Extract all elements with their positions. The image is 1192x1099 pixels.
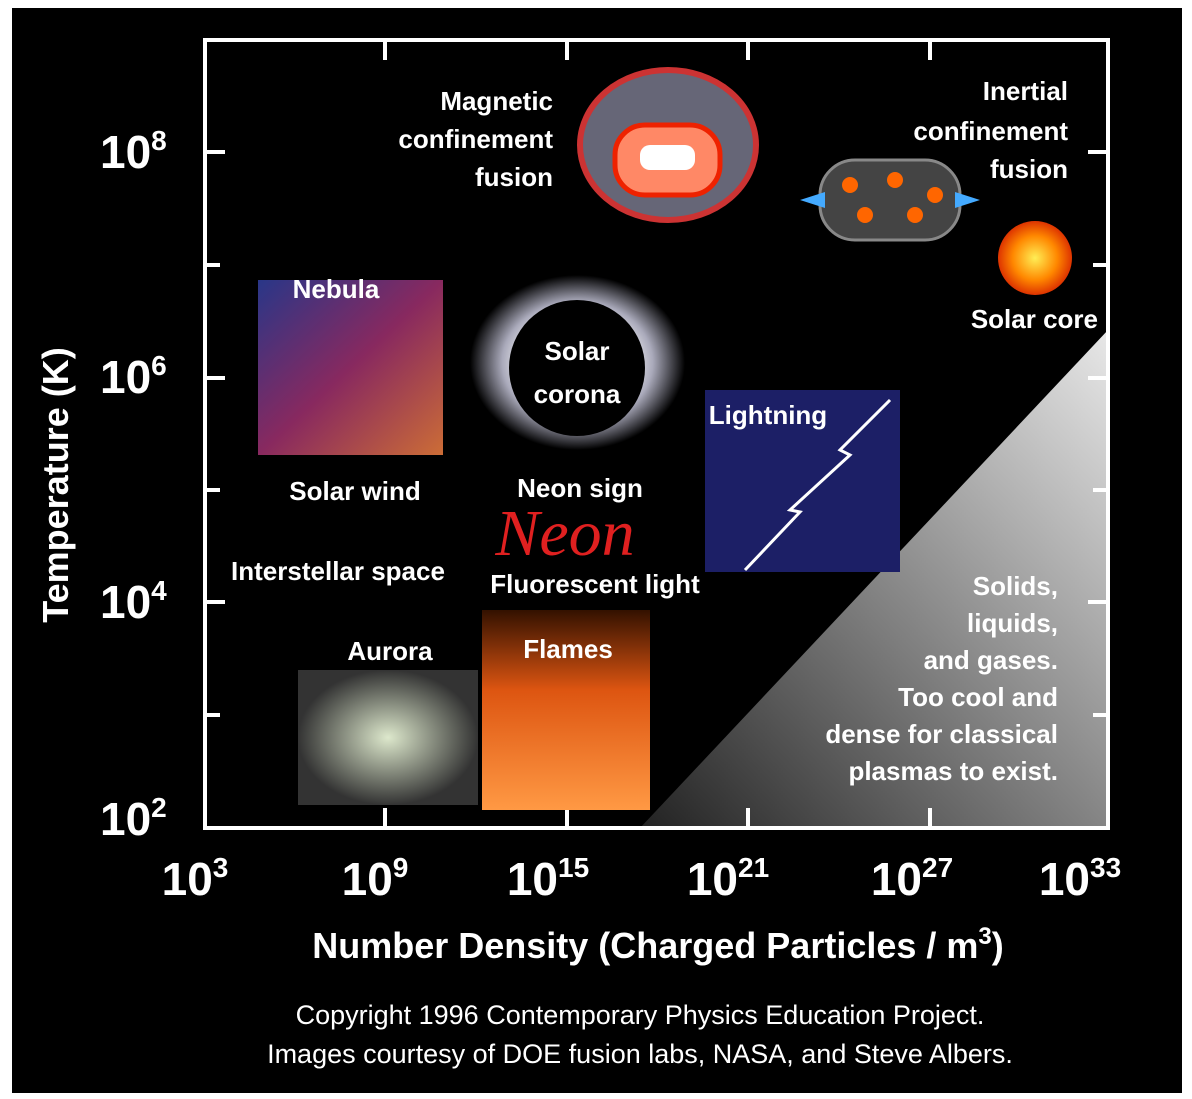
- nebula-image: [258, 280, 443, 455]
- lightning-image: [705, 390, 900, 572]
- tokamak-image: [577, 67, 759, 223]
- footer-line: Images courtesy of DOE fusion labs, NASA…: [267, 1039, 1013, 1069]
- label: fusion: [990, 154, 1068, 184]
- footer-line: Copyright 1996 Contemporary Physics Educ…: [296, 1000, 985, 1030]
- y-tick-label: 102: [100, 792, 167, 845]
- x-tick-label: 1021: [687, 852, 769, 905]
- y-tick-label: 104: [100, 575, 167, 628]
- label: confinement: [913, 116, 1068, 146]
- label: Solids,: [973, 571, 1058, 601]
- label: Solar core: [971, 304, 1098, 334]
- label: Interstellar space: [231, 556, 445, 586]
- label: Solar: [544, 336, 609, 366]
- solid-region: [640, 330, 1108, 828]
- x-tick-label: 103: [162, 852, 229, 905]
- label: Neon sign: [517, 473, 643, 503]
- label: Magnetic: [440, 86, 553, 116]
- y-tick-label: 108: [100, 125, 167, 178]
- x-tick-label: 109: [342, 852, 409, 905]
- label: liquids,: [967, 608, 1058, 638]
- x-tick-label: 1015: [507, 852, 589, 905]
- x-tick-label: 1027: [871, 852, 953, 905]
- y-tick-label: 106: [100, 350, 167, 403]
- label: confinement: [398, 124, 553, 154]
- pellet-image: [800, 158, 980, 242]
- y-axis-title: Temperature (K): [35, 347, 76, 622]
- neon-script: Neon: [494, 497, 634, 570]
- label: Solar wind: [289, 476, 420, 506]
- label: Aurora: [347, 636, 433, 666]
- x-axis-title: Number Density (Charged Particles / m3): [312, 923, 1004, 966]
- label: corona: [534, 379, 621, 409]
- flames-image: [482, 610, 650, 810]
- sun-image: [998, 221, 1072, 295]
- plot-frame: [203, 38, 1110, 830]
- label: Too cool and: [898, 682, 1058, 712]
- label: plasmas to exist.: [848, 756, 1058, 786]
- label: fusion: [475, 162, 553, 192]
- aurora-image: [298, 670, 478, 805]
- label: Flames: [523, 634, 613, 664]
- tick-marks: [205, 40, 1108, 828]
- x-tick-label: 1033: [1039, 852, 1121, 905]
- label: Lightning: [709, 400, 827, 430]
- label: and gases.: [924, 645, 1058, 675]
- label: dense for classical: [825, 719, 1058, 749]
- label: Fluorescent light: [490, 569, 700, 599]
- lightning-bolt: [743, 398, 892, 572]
- label: Inertial: [983, 76, 1068, 106]
- label: Nebula: [293, 274, 380, 304]
- corona-disk: [509, 300, 645, 436]
